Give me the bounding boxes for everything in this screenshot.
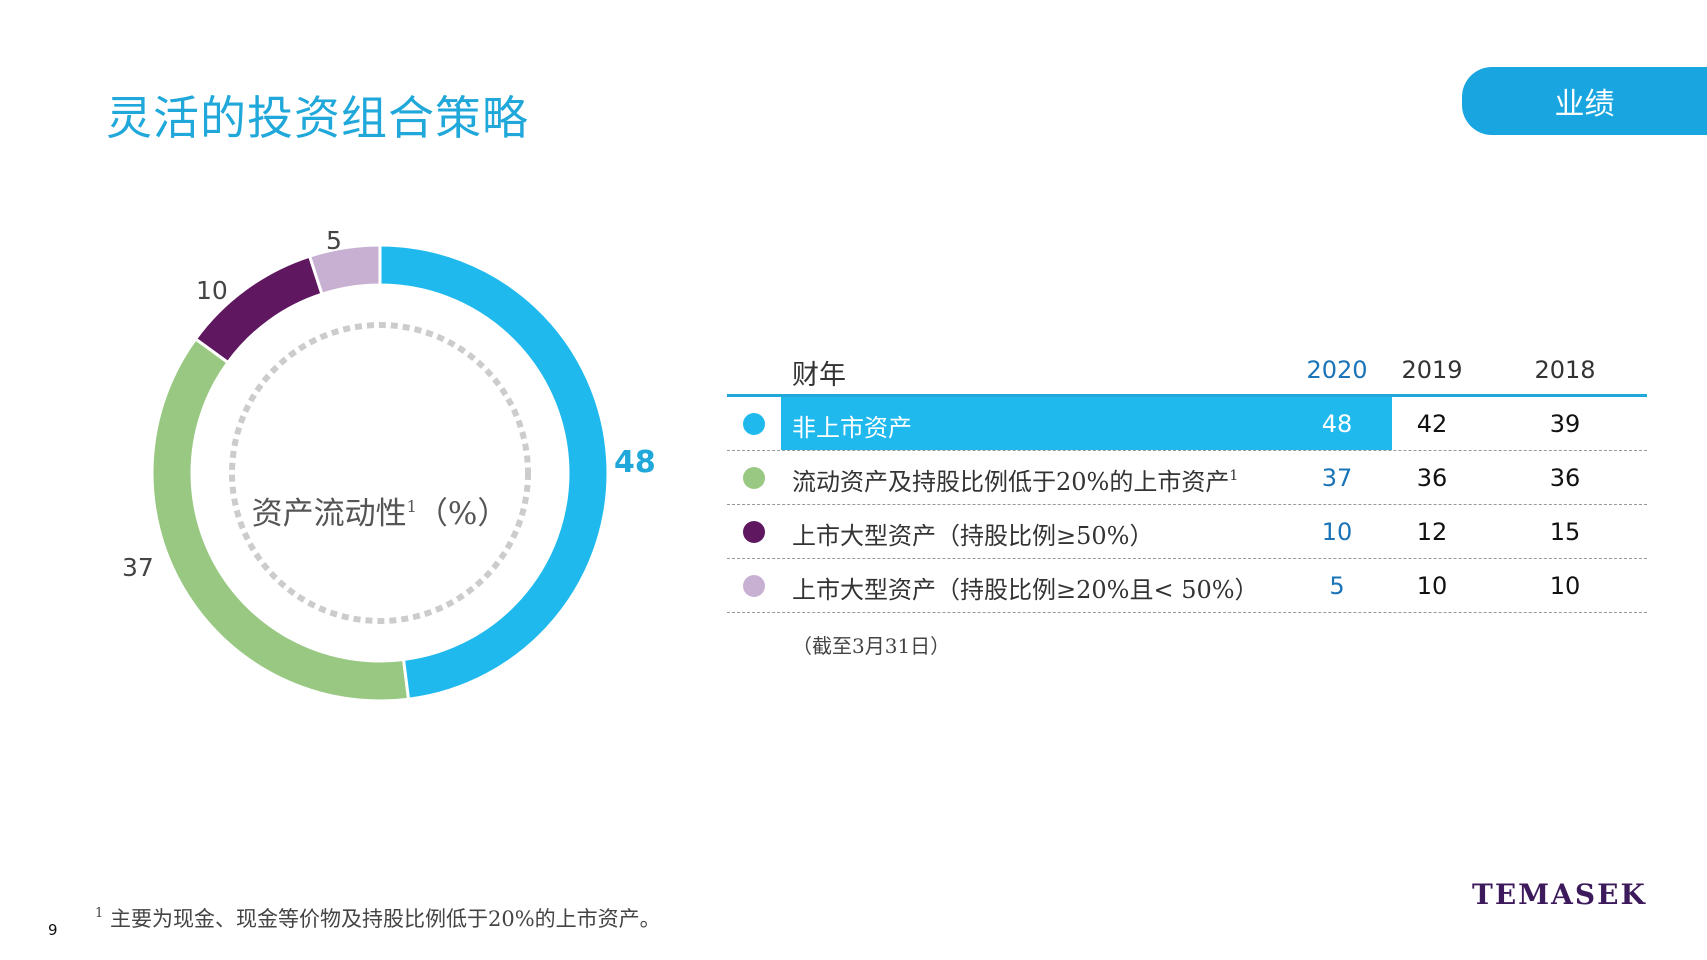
legend-dot-liquid <box>743 467 765 489</box>
cell-2019: 42 <box>1416 410 1448 438</box>
header-fiscal-year: 财年 <box>792 360 846 391</box>
cell-2019: 12 <box>1416 518 1448 546</box>
as-of-note: （截至3月31日） <box>792 634 951 658</box>
donut-slice-large-50 <box>193 254 324 365</box>
liquidity-table: 财年 2020 2019 2018 非上市资产 48 42 39 流动资产及持股… <box>727 345 1647 613</box>
cell-2019: 10 <box>1416 572 1448 600</box>
legend-dot-large-20 <box>743 575 765 597</box>
inner-dashed-ring <box>229 322 531 624</box>
table-row: 上市大型资产（持股比例≥20%且< 50%） 5 10 10 <box>727 559 1647 613</box>
donut-chart: 资产流动性1（%） 48 37 10 5 <box>122 226 690 790</box>
cell-2020: 48 <box>1321 410 1353 438</box>
table-row: 上市大型资产（持股比例≥50%） 10 12 15 <box>727 505 1647 559</box>
legend-dot-large-50 <box>743 521 765 543</box>
cell-2018: 10 <box>1549 572 1581 600</box>
center-label-sup: 1 <box>406 497 417 516</box>
page-number: 9 <box>48 921 58 939</box>
cell-2018: 15 <box>1549 518 1581 546</box>
donut-slice-liquid <box>150 336 411 703</box>
cell-2020: 37 <box>1321 464 1353 492</box>
data-label-large-50: 10 <box>196 276 228 305</box>
data-label-large-20: 5 <box>326 226 342 255</box>
footnote-text: 主要为现金、现金等价物及持股比例低于20%的上市资产。 <box>109 907 661 931</box>
row-label: 非上市资产 <box>792 414 912 442</box>
data-label-unlisted: 48 <box>614 445 656 480</box>
donut-slice-unlisted <box>378 243 610 701</box>
data-label-liquid: 37 <box>122 553 154 582</box>
header-2018: 2018 <box>1534 356 1596 384</box>
center-label-text: 资产流动性 <box>251 496 407 532</box>
cell-2020: 5 <box>1329 572 1345 600</box>
cell-2018: 36 <box>1549 464 1581 492</box>
legend-dot-unlisted <box>743 413 765 435</box>
temasek-logo: TEMASEK <box>1472 878 1647 911</box>
cell-2018: 39 <box>1549 410 1581 438</box>
header-2020: 2020 <box>1306 356 1368 384</box>
table-row: 非上市资产 48 42 39 <box>727 397 1647 451</box>
row-highlight <box>781 397 1392 450</box>
table-header: 财年 2020 2019 2018 <box>727 345 1647 397</box>
row-label: 上市大型资产（持股比例≥50%） <box>792 522 1154 550</box>
page-title: 灵活的投资组合策略 <box>106 91 529 145</box>
donut-svg <box>150 243 610 703</box>
table-row: 流动资产及持股比例低于20%的上市资产1 37 36 36 <box>727 451 1647 505</box>
cell-2020: 10 <box>1321 518 1353 546</box>
row-label: 流动资产及持股比例低于20%的上市资产1 <box>792 468 1239 496</box>
footnote: 1 主要为现金、现金等价物及持股比例低于20%的上市资产。 <box>95 903 661 933</box>
section-tab[interactable]: 业绩 <box>1462 67 1707 135</box>
cell-2019: 36 <box>1416 464 1448 492</box>
center-label: 资产流动性1（%） <box>100 488 660 533</box>
center-label-unit: （%） <box>416 496 509 532</box>
header-2019: 2019 <box>1401 356 1463 384</box>
row-label: 上市大型资产（持股比例≥20%且< 50%） <box>792 576 1259 604</box>
footnote-sup: 1 <box>95 906 104 921</box>
